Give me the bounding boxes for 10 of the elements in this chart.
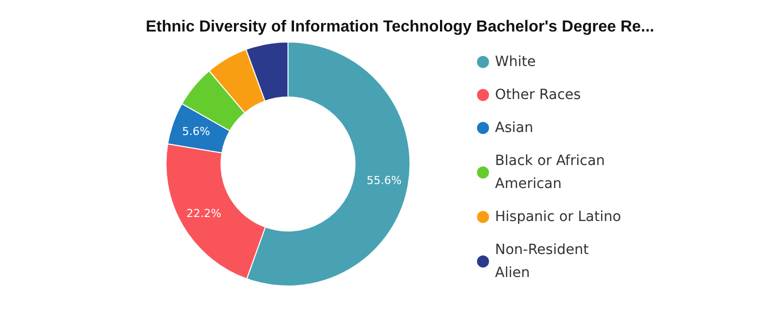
- data-label: 55.6%: [366, 174, 402, 188]
- chart-title: Ethnic Diversity of Information Technology Bachelor's Degree Re...: [146, 18, 654, 36]
- data-label: 5.6%: [182, 124, 210, 138]
- legend-label: Other Races: [495, 87, 581, 103]
- legend-label: Black or African American: [495, 153, 610, 192]
- legend-label: Non-Resident Alien: [495, 242, 594, 281]
- legend-label: White: [495, 54, 536, 70]
- legend-label: Hispanic or Latino: [495, 209, 622, 225]
- legend-label: Asian: [495, 120, 534, 136]
- data-label: 22.2%: [186, 206, 222, 220]
